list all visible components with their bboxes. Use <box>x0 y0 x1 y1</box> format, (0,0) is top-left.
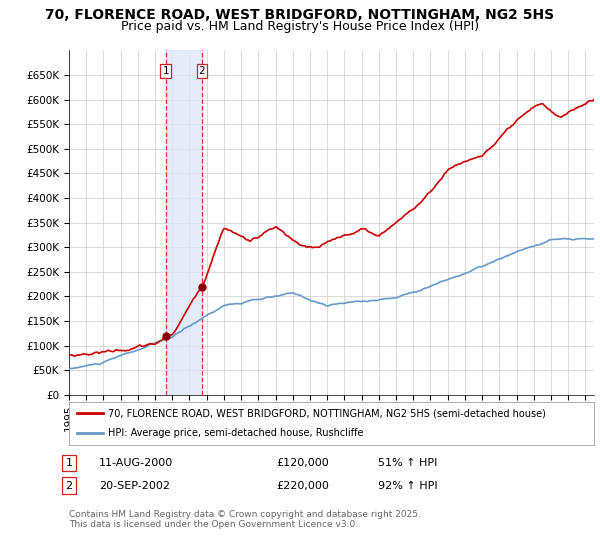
Bar <box>166 50 202 395</box>
Text: Price paid vs. HM Land Registry's House Price Index (HPI): Price paid vs. HM Land Registry's House … <box>121 20 479 33</box>
Text: 2: 2 <box>65 480 73 491</box>
Text: HPI: Average price, semi-detached house, Rushcliffe: HPI: Average price, semi-detached house,… <box>109 428 364 438</box>
Text: 20-SEP-2002: 20-SEP-2002 <box>99 480 170 491</box>
Text: Contains HM Land Registry data © Crown copyright and database right 2025.
This d: Contains HM Land Registry data © Crown c… <box>69 510 421 529</box>
Text: 70, FLORENCE ROAD, WEST BRIDGFORD, NOTTINGHAM, NG2 5HS (semi-detached house): 70, FLORENCE ROAD, WEST BRIDGFORD, NOTTI… <box>109 408 546 418</box>
Text: 92% ↑ HPI: 92% ↑ HPI <box>378 480 437 491</box>
Text: £120,000: £120,000 <box>276 458 329 468</box>
Text: 1: 1 <box>65 458 73 468</box>
Text: £220,000: £220,000 <box>276 480 329 491</box>
Text: 70, FLORENCE ROAD, WEST BRIDGFORD, NOTTINGHAM, NG2 5HS: 70, FLORENCE ROAD, WEST BRIDGFORD, NOTTI… <box>46 8 554 22</box>
Text: 51% ↑ HPI: 51% ↑ HPI <box>378 458 437 468</box>
Text: 2: 2 <box>199 66 205 76</box>
Text: 1: 1 <box>163 66 169 76</box>
Text: 11-AUG-2000: 11-AUG-2000 <box>99 458 173 468</box>
